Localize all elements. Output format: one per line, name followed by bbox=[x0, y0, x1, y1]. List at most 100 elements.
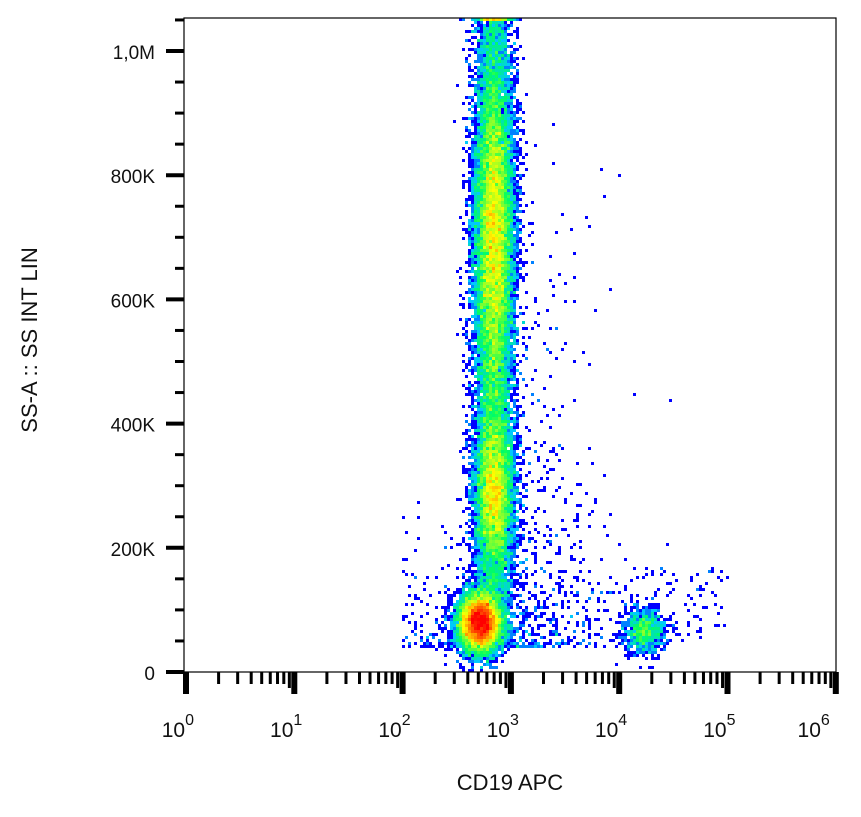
density-bin bbox=[498, 297, 501, 300]
density-bin bbox=[513, 474, 516, 477]
density-bin bbox=[501, 42, 504, 45]
density-bin bbox=[495, 141, 498, 144]
density-bin bbox=[477, 90, 480, 93]
density-bin bbox=[552, 294, 555, 297]
density-bin bbox=[561, 642, 564, 645]
density-bin bbox=[651, 615, 654, 618]
density-bin bbox=[507, 69, 510, 72]
density-bin bbox=[495, 270, 498, 273]
density-bin bbox=[525, 345, 528, 348]
density-bin bbox=[708, 570, 711, 573]
density-bin bbox=[465, 414, 468, 417]
density-bin bbox=[513, 42, 516, 45]
density-bin bbox=[480, 213, 483, 216]
density-bin bbox=[489, 138, 492, 141]
density-bin bbox=[474, 276, 477, 279]
density-bin bbox=[498, 87, 501, 90]
density-bin bbox=[513, 192, 516, 195]
density-bin bbox=[501, 597, 504, 600]
density-bin bbox=[480, 510, 483, 513]
density-bin bbox=[486, 186, 489, 189]
density-bin bbox=[660, 573, 663, 576]
density-bin bbox=[636, 651, 639, 654]
density-bin bbox=[468, 654, 471, 657]
density-bin bbox=[498, 540, 501, 543]
density-bin bbox=[474, 168, 477, 171]
density-bin bbox=[543, 591, 546, 594]
density-bin bbox=[483, 246, 486, 249]
density-bin bbox=[474, 516, 477, 519]
density-bin bbox=[516, 414, 519, 417]
density-bin bbox=[645, 633, 648, 636]
density-bin bbox=[507, 438, 510, 441]
density-bin bbox=[480, 450, 483, 453]
density-bin bbox=[555, 618, 558, 621]
density-bin bbox=[495, 666, 498, 669]
density-bin bbox=[501, 294, 504, 297]
density-bin bbox=[474, 357, 477, 360]
density-bin bbox=[498, 306, 501, 309]
density-bin bbox=[504, 423, 507, 426]
density-bin bbox=[471, 117, 474, 120]
density-bin bbox=[486, 429, 489, 432]
density-bin bbox=[483, 459, 486, 462]
density-bin bbox=[480, 246, 483, 249]
density-bin bbox=[492, 144, 495, 147]
density-bin bbox=[483, 342, 486, 345]
density-bin bbox=[504, 78, 507, 81]
density-bin bbox=[513, 111, 516, 114]
density-bin bbox=[513, 246, 516, 249]
density-bin bbox=[477, 234, 480, 237]
density-bin bbox=[471, 495, 474, 498]
density-bin bbox=[504, 435, 507, 438]
density-bin bbox=[486, 177, 489, 180]
density-bin bbox=[471, 111, 474, 114]
density-bin bbox=[516, 231, 519, 234]
density-bin bbox=[471, 606, 474, 609]
density-bin bbox=[501, 495, 504, 498]
density-bin bbox=[480, 426, 483, 429]
density-bin bbox=[504, 204, 507, 207]
density-bin bbox=[636, 648, 639, 651]
density-bin bbox=[621, 621, 624, 624]
density-bin bbox=[489, 90, 492, 93]
density-bin bbox=[438, 642, 441, 645]
density-bin bbox=[504, 339, 507, 342]
density-bin bbox=[489, 84, 492, 87]
density-bin bbox=[480, 597, 483, 600]
density-bin bbox=[510, 603, 513, 606]
density-bin bbox=[510, 252, 513, 255]
density-bin bbox=[582, 639, 585, 642]
density-bin bbox=[495, 429, 498, 432]
density-bin bbox=[516, 441, 519, 444]
density-bin bbox=[486, 420, 489, 423]
density-bin bbox=[471, 597, 474, 600]
density-bin bbox=[492, 171, 495, 174]
density-bin bbox=[504, 168, 507, 171]
density-bin bbox=[492, 657, 495, 660]
density-bin bbox=[444, 609, 447, 612]
density-bin bbox=[498, 159, 501, 162]
density-bin bbox=[483, 558, 486, 561]
density-bin bbox=[525, 573, 528, 576]
density-bin bbox=[480, 147, 483, 150]
density-bin bbox=[468, 249, 471, 252]
density-bin bbox=[477, 633, 480, 636]
x-minor-tick bbox=[377, 672, 381, 684]
density-bin bbox=[477, 282, 480, 285]
x-minor-tick bbox=[396, 672, 400, 688]
density-bin bbox=[510, 531, 513, 534]
density-bin bbox=[516, 267, 519, 270]
density-bin bbox=[498, 483, 501, 486]
density-bin bbox=[537, 615, 540, 618]
density-bin bbox=[477, 111, 480, 114]
density-bin bbox=[486, 459, 489, 462]
density-bin bbox=[504, 183, 507, 186]
density-bin bbox=[624, 627, 627, 630]
density-bin bbox=[498, 624, 501, 627]
density-bin bbox=[480, 279, 483, 282]
density-bin bbox=[459, 267, 462, 270]
density-bin bbox=[510, 444, 513, 447]
density-bin bbox=[465, 594, 468, 597]
density-bin bbox=[510, 18, 513, 21]
